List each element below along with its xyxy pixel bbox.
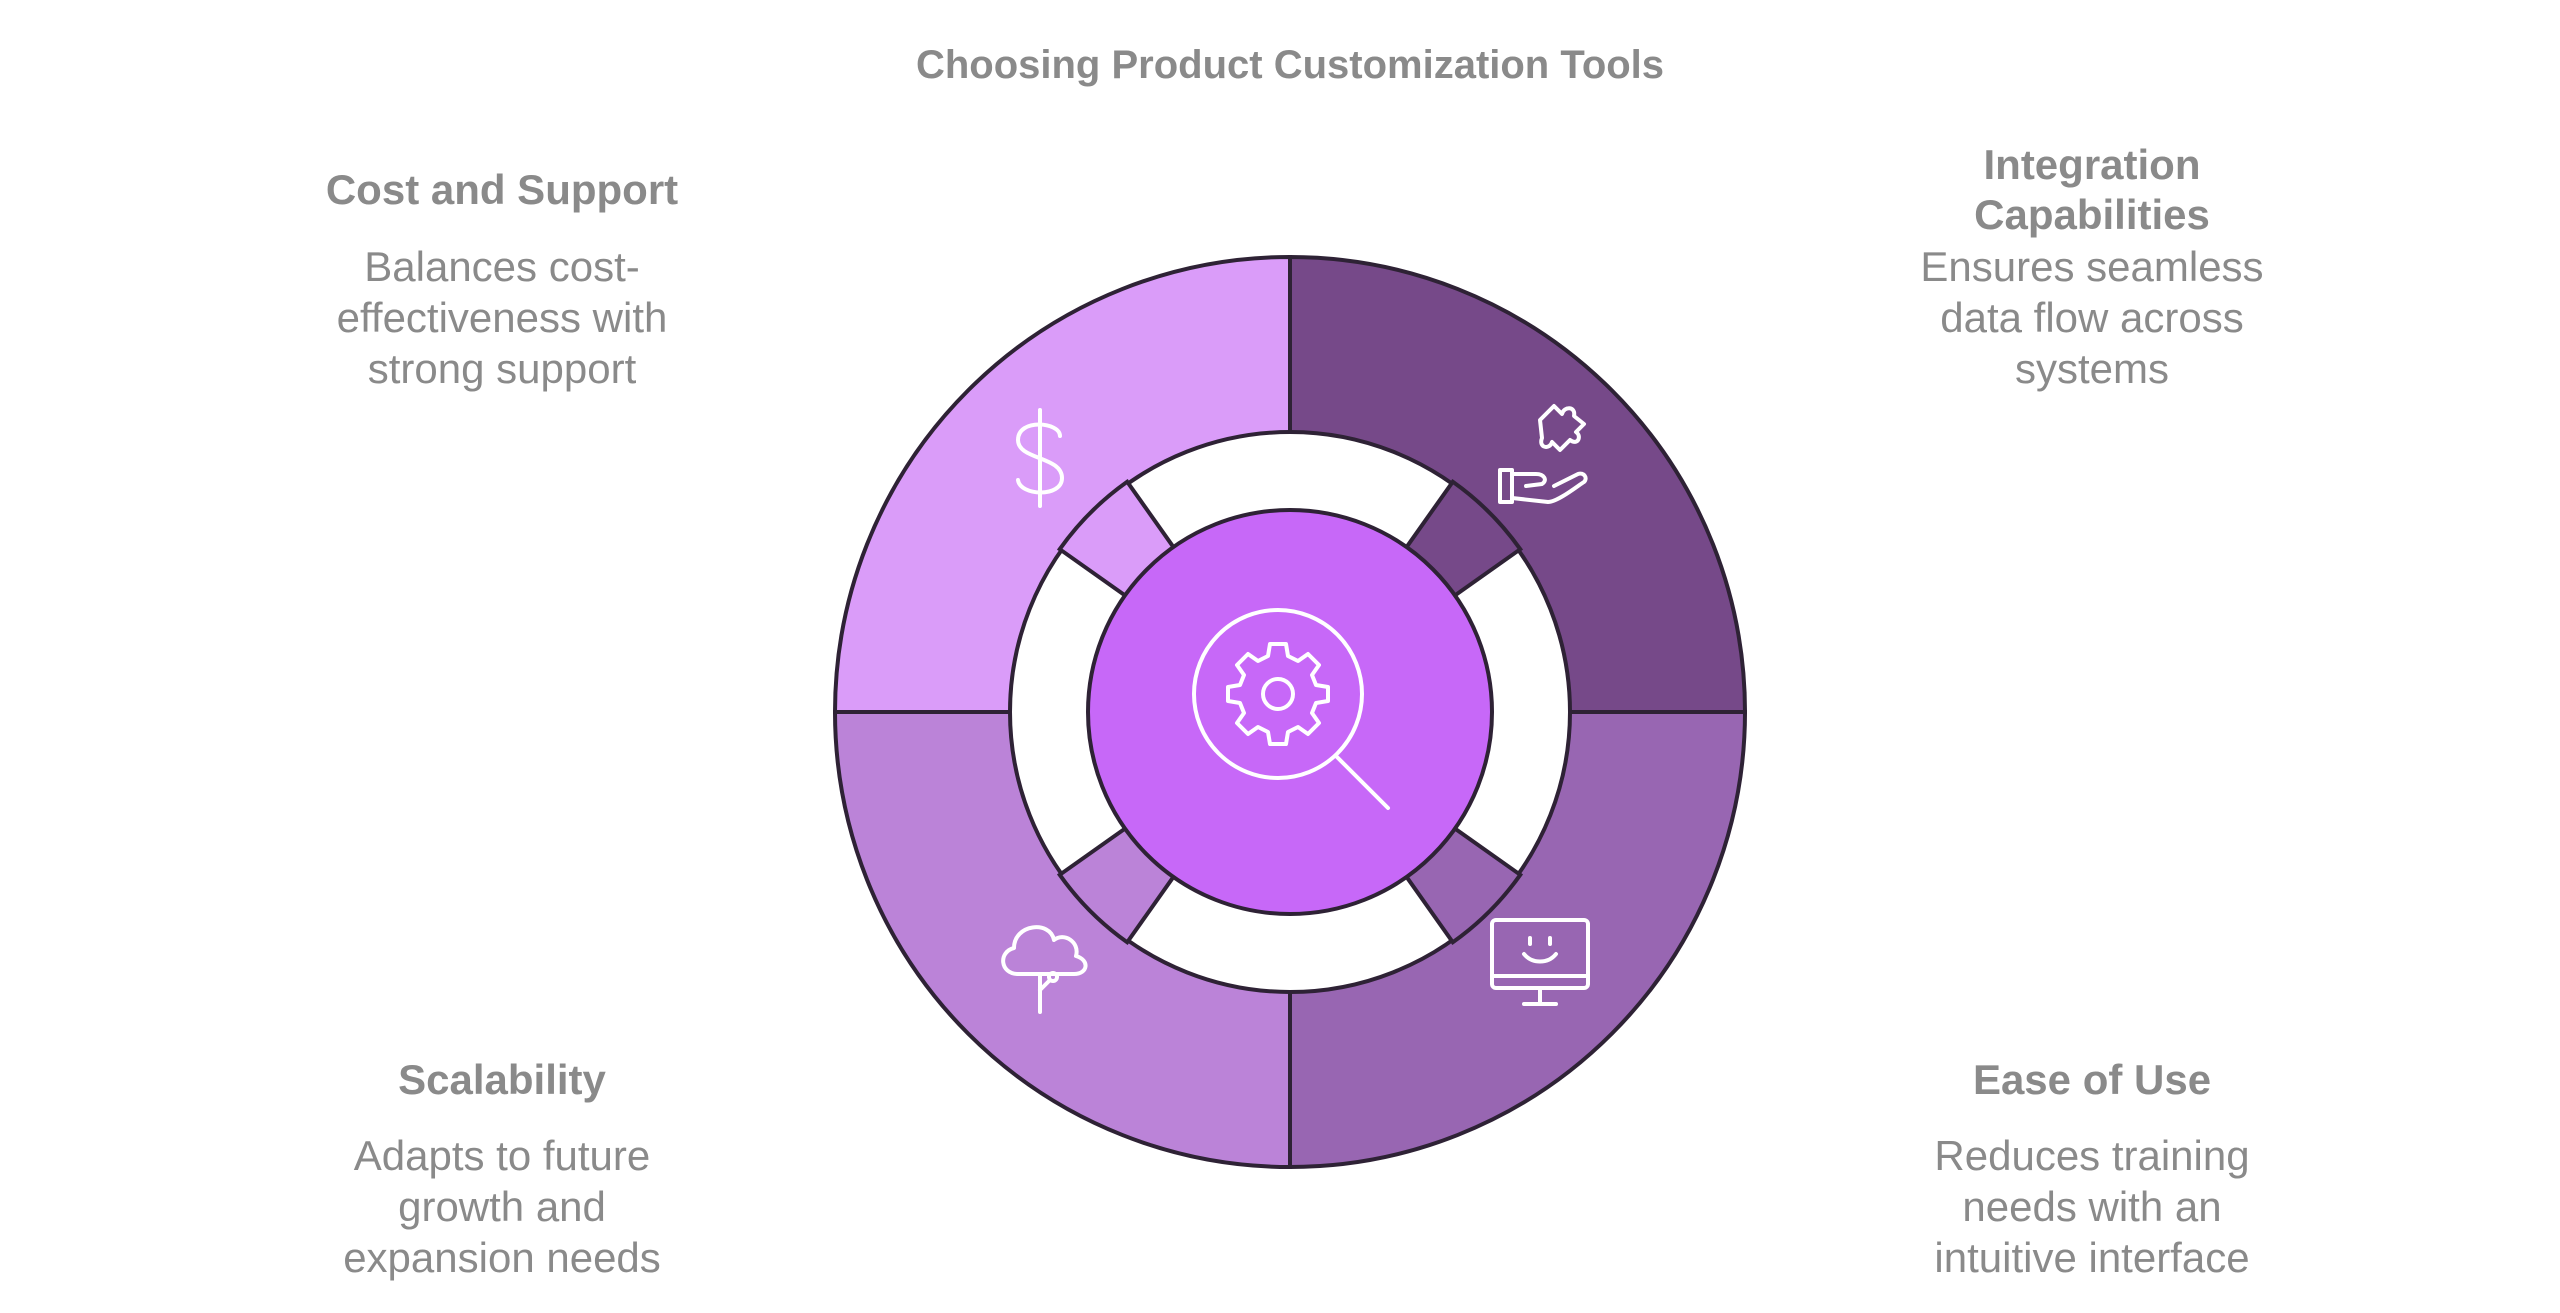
- cost-support-desc-line-2: effectiveness with: [337, 294, 668, 341]
- integration-desc-line-1: Ensures seamless: [1920, 243, 2263, 290]
- integration-heading-line-1: Integration: [1984, 141, 2201, 188]
- scalability-heading: Scalability: [398, 1056, 606, 1103]
- ease-of-use-heading: Ease of Use: [1973, 1056, 2211, 1103]
- dollar-icon: [1016, 408, 1064, 508]
- smiley-monitor-icon: [1490, 918, 1590, 1006]
- integration-heading-line-2: Capabilities: [1974, 191, 2210, 238]
- diagram-title: Choosing Product Customization Tools: [916, 43, 1664, 87]
- scalability-desc-line-2: growth and: [398, 1183, 606, 1230]
- cost-support-desc-line-1: Balances cost-: [364, 243, 639, 290]
- label-scalability: Scalability Adapts to future growth and …: [343, 1056, 661, 1281]
- gear-magnifier-icon: [1192, 608, 1390, 810]
- label-integration: Integration Capabilities Ensures seamles…: [1920, 141, 2263, 392]
- cloud-tree-icon: [1001, 925, 1088, 1014]
- integration-desc-line-3: systems: [2015, 345, 2169, 392]
- cost-support-desc-line-3: strong support: [368, 345, 637, 392]
- puzzle-hand-icon: [1498, 404, 1588, 504]
- integration-desc-line-2: data flow across: [1940, 294, 2243, 341]
- ease-of-use-desc-line-2: needs with an: [1962, 1183, 2221, 1230]
- center-circle: [1086, 508, 1494, 916]
- ease-of-use-desc-line-3: intuitive interface: [1934, 1234, 2249, 1281]
- label-ease-of-use: Ease of Use Reduces training needs with …: [1934, 1056, 2249, 1281]
- label-cost-support: Cost and Support Balances cost- effectiv…: [326, 166, 678, 392]
- ease-of-use-desc-line-1: Reduces training: [1934, 1132, 2249, 1179]
- cost-support-heading: Cost and Support: [326, 166, 678, 213]
- scalability-desc-line-1: Adapts to future: [354, 1132, 651, 1179]
- scalability-desc-line-3: expansion needs: [343, 1234, 661, 1281]
